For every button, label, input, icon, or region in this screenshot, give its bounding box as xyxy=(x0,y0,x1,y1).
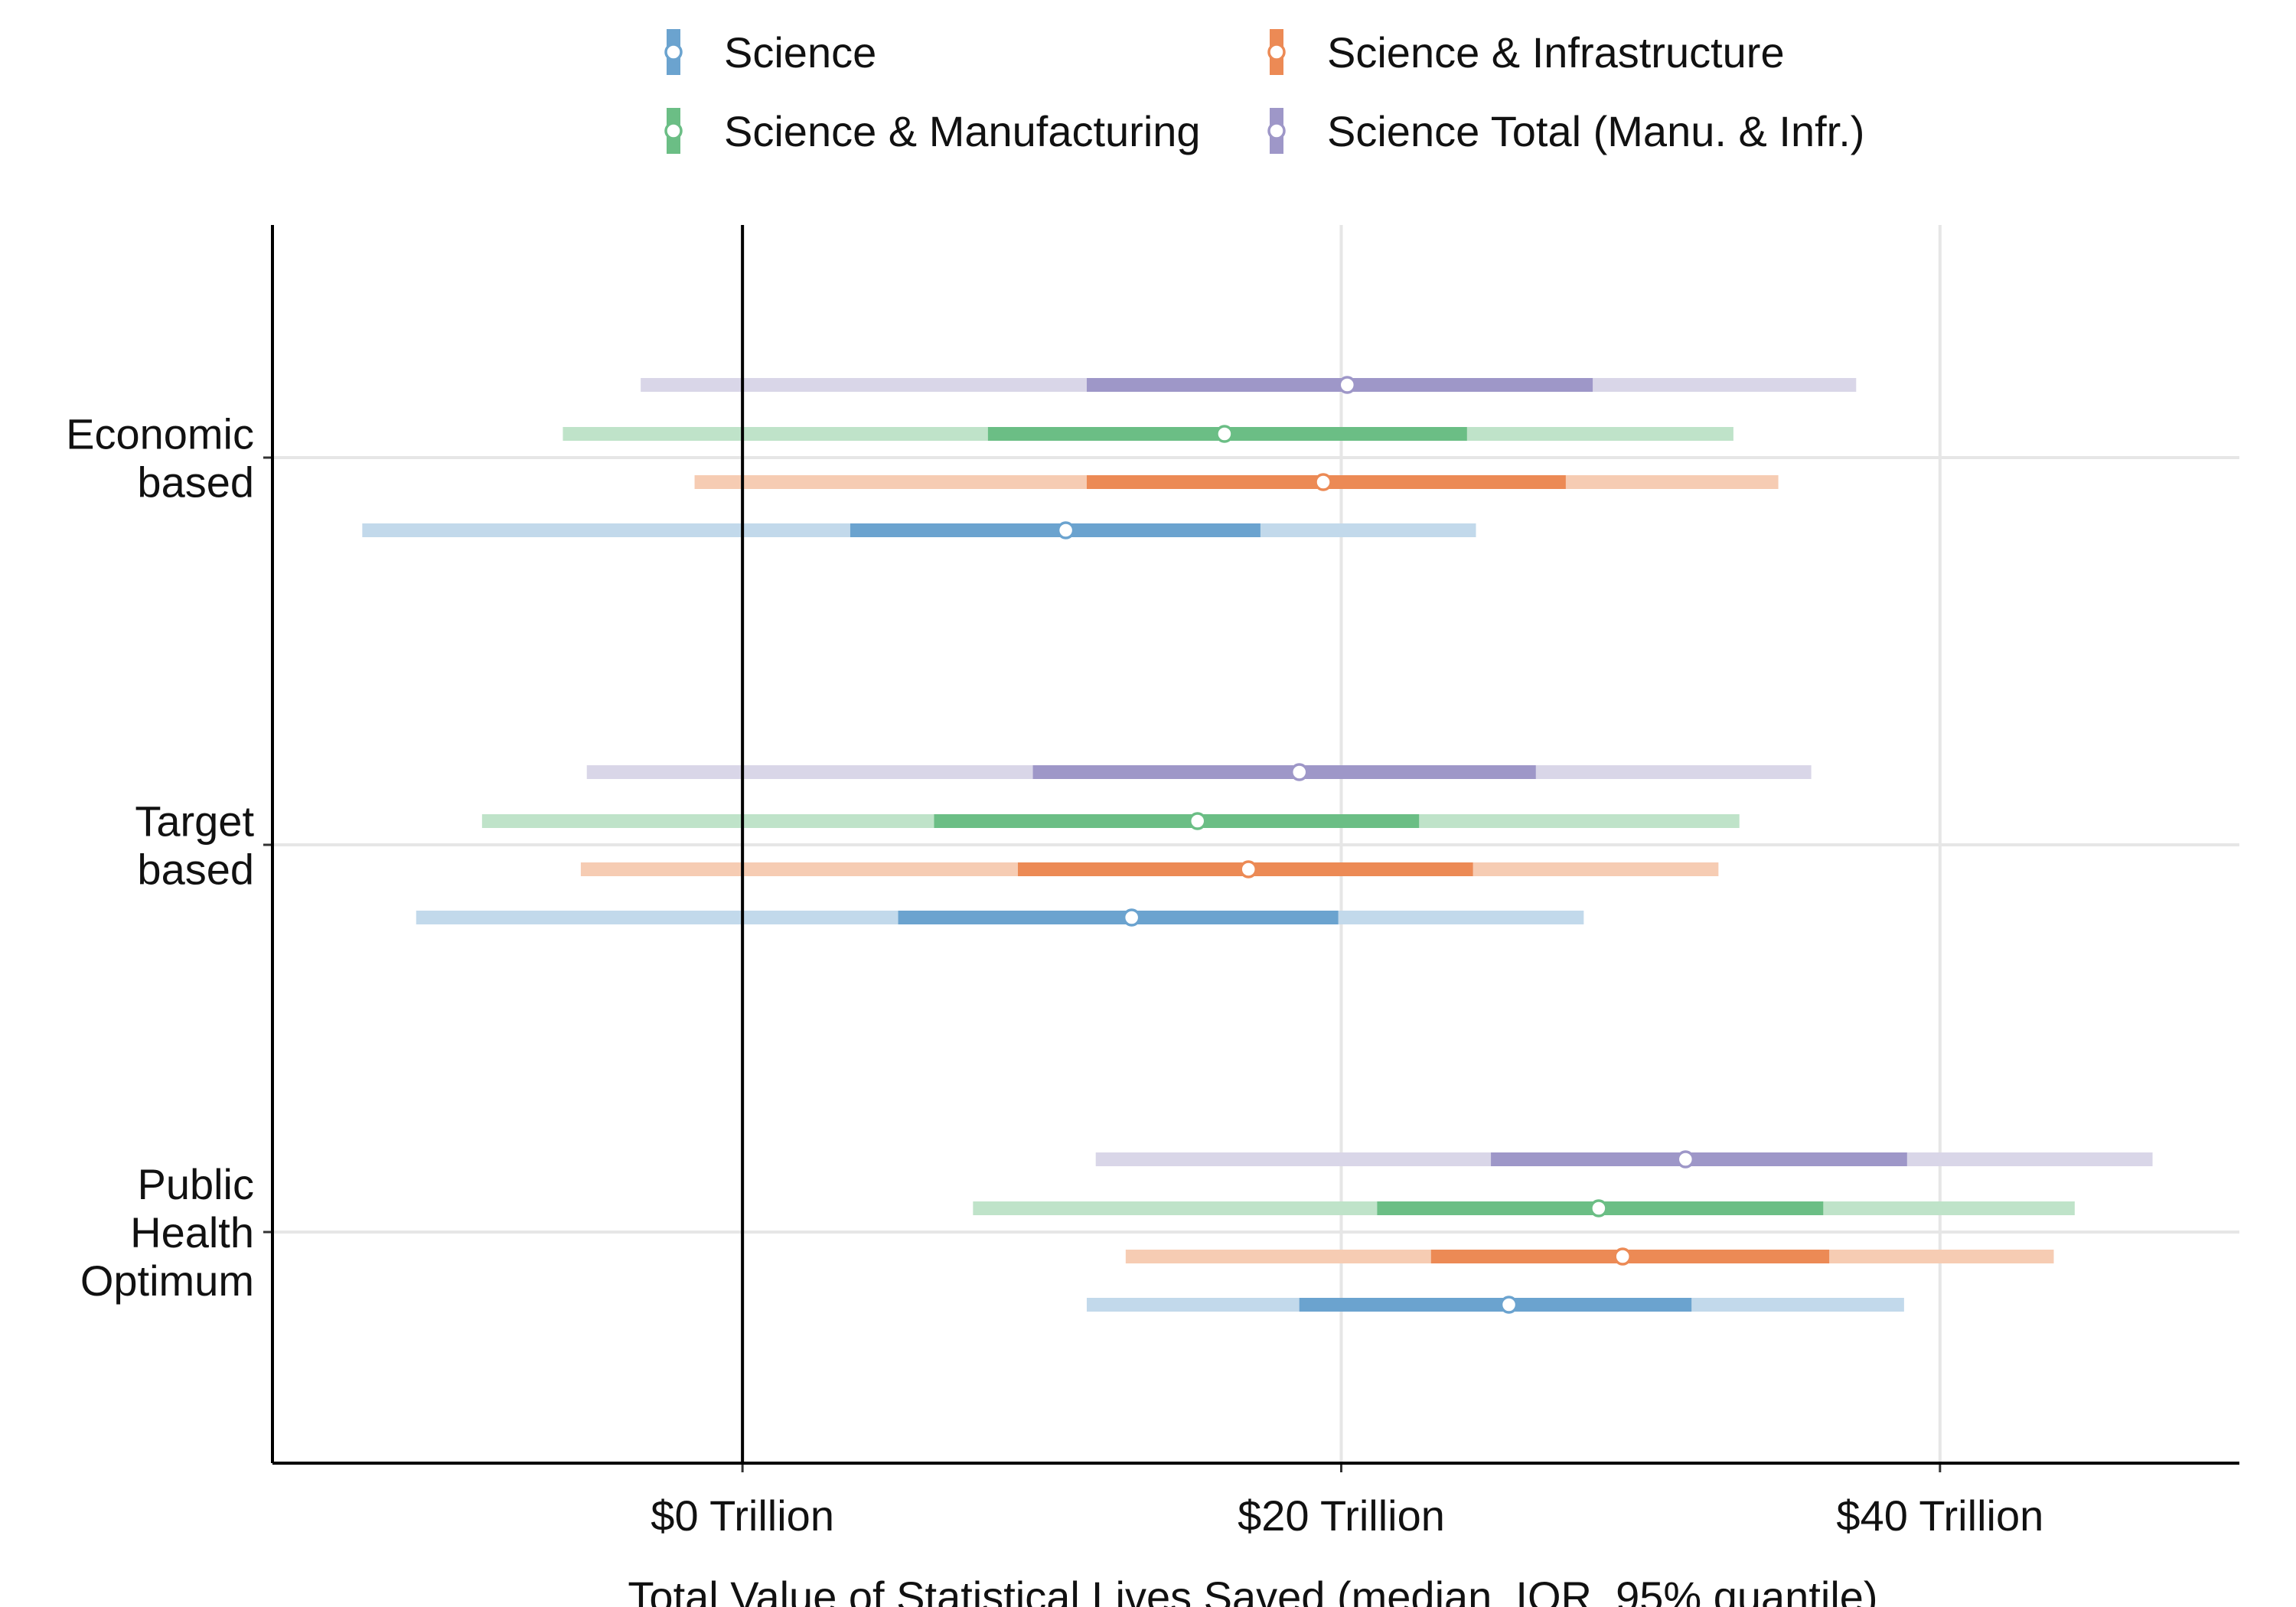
x-axis-title: Total Value of Statistical Lives Saved (… xyxy=(628,1573,1877,1607)
grid xyxy=(272,225,2239,1463)
axes: $0 Trillion $20 Trillion $40 Trillion Econo… xyxy=(66,225,2239,1540)
legend-key-point xyxy=(1267,122,1286,140)
median-point-target-series-0 xyxy=(1122,908,1141,927)
median-point-target-series-3 xyxy=(1290,763,1309,781)
median-point-economic-series-0 xyxy=(1056,521,1075,539)
median-point-economic-series-3 xyxy=(1338,376,1357,394)
median-point-target-series-2 xyxy=(1188,812,1207,830)
median-point-public-series-3 xyxy=(1676,1150,1695,1169)
x-tick-label: $40 Trillion xyxy=(1836,1491,2043,1540)
median-point-public-series-0 xyxy=(1499,1296,1518,1314)
y-group-label-line: Public xyxy=(137,1160,254,1208)
median-point-economic-series-2 xyxy=(1215,425,1234,443)
x-tick-label: $0 Trillion xyxy=(651,1491,834,1540)
y-group-label-economic: Economic based xyxy=(66,410,254,507)
legend-label: Science Total (Manu. & Infr.) xyxy=(1327,107,1864,155)
legend-item: Science Total (Manu. & Infr.) xyxy=(1267,107,1864,155)
median-point-public-series-1 xyxy=(1613,1247,1632,1266)
y-group-label-line: based xyxy=(137,846,254,894)
y-group-label-line: Health xyxy=(130,1208,254,1257)
legend-item: Science xyxy=(664,28,876,77)
y-group-label-line: based xyxy=(137,458,254,507)
legend-key-point xyxy=(1267,43,1286,61)
intervals xyxy=(362,376,2153,1314)
median-point-public-series-2 xyxy=(1590,1199,1608,1217)
legend: Science Science & Infrastructure Science &… xyxy=(664,28,1864,155)
legend-label: Science & Infrastructure xyxy=(1327,28,1785,77)
y-group-label-target: Target based xyxy=(135,797,254,894)
median-point-economic-series-1 xyxy=(1314,473,1332,491)
legend-key-point xyxy=(664,122,683,140)
legend-key-point xyxy=(664,43,683,61)
legend-label: Science & Manufacturing xyxy=(724,107,1201,155)
y-group-label-line: Target xyxy=(135,797,254,846)
y-group-label-public: Public Health Optimum xyxy=(80,1160,254,1305)
median-point-target-series-1 xyxy=(1239,860,1257,878)
y-group-label-line: Optimum xyxy=(80,1257,254,1305)
x-tick-label: $20 Trillion xyxy=(1238,1491,1445,1540)
legend-label: Science xyxy=(724,28,876,77)
legend-item: Science & Infrastructure xyxy=(1267,28,1785,77)
legend-item: Science & Manufacturing xyxy=(664,107,1201,155)
y-group-label-line: Economic xyxy=(66,410,254,458)
